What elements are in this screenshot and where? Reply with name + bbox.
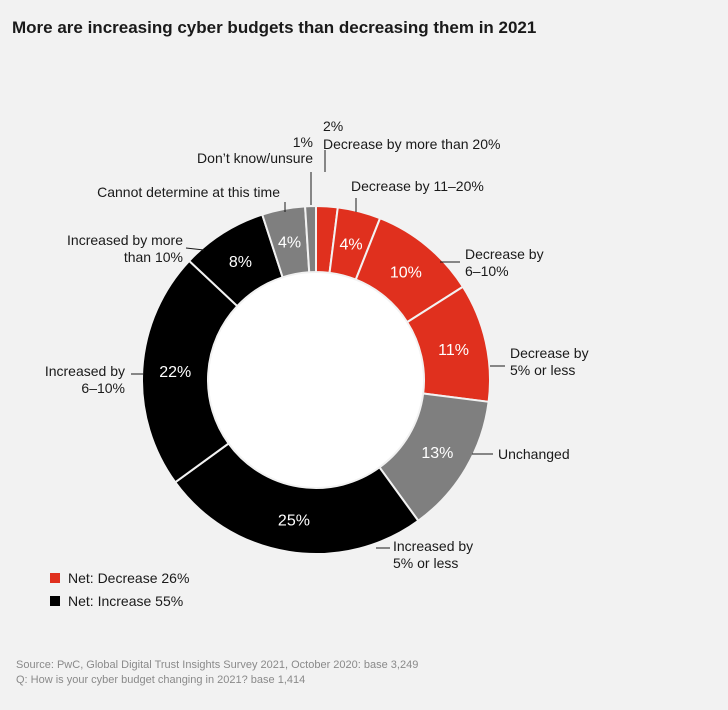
- slice-category-label: Decrease by 6–10%: [465, 246, 544, 279]
- slice-category-label: Decrease by 5% or less: [510, 345, 589, 378]
- donut-hole: [209, 273, 423, 487]
- donut-chart: 4% 10% 11% 13% 25% 22% 8% 4% 2% Decrease by more …: [45, 118, 589, 571]
- donut-slice: [173, 442, 420, 555]
- chart-title: More are increasing cyber budgets than d…: [12, 18, 537, 37]
- source-note: Source: PwC, Global Digital Trust Insigh…: [16, 659, 419, 671]
- slice-category-label: Increased by 5% or less: [393, 538, 473, 571]
- slice-value-label: 25%: [278, 512, 310, 529]
- slice-category-label: 2% Decrease by more than 20%: [323, 118, 500, 152]
- slice-category-label: Increased by 6–10%: [45, 363, 125, 396]
- slice-value-label: 4%: [340, 236, 363, 253]
- legend-item-decrease: Net: Decrease 26%: [50, 570, 189, 586]
- slice-value-label: 22%: [159, 364, 191, 381]
- leader-line: [185, 247, 205, 251]
- slice-value-label: 11%: [438, 342, 469, 359]
- slice-value-label: 8%: [229, 254, 252, 271]
- legend-label-increase: Net: Increase 55%: [68, 593, 184, 609]
- legend-swatch-increase: [50, 596, 60, 606]
- slice-category-label: Decrease by 11–20%: [351, 178, 484, 194]
- legend-swatch-decrease: [50, 573, 60, 583]
- slice-category-label: Cannot determine at this time: [97, 184, 280, 200]
- donut-slice: [304, 204, 317, 274]
- slice-category-label: Increased by more than 10%: [67, 232, 183, 265]
- legend-label-decrease: Net: Decrease 26%: [68, 570, 190, 586]
- slice-value-label: 13%: [421, 445, 453, 462]
- slice-value-label: 4%: [278, 234, 301, 251]
- slice-category-label: Unchanged: [498, 446, 570, 462]
- legend-item-increase: Net: Increase 55%: [50, 593, 183, 609]
- slice-category-label: 1% Don’t know/unsure: [197, 134, 313, 166]
- slice-value-label: 10%: [390, 264, 422, 281]
- question-note: Q: How is your cyber budget changing in …: [16, 674, 306, 686]
